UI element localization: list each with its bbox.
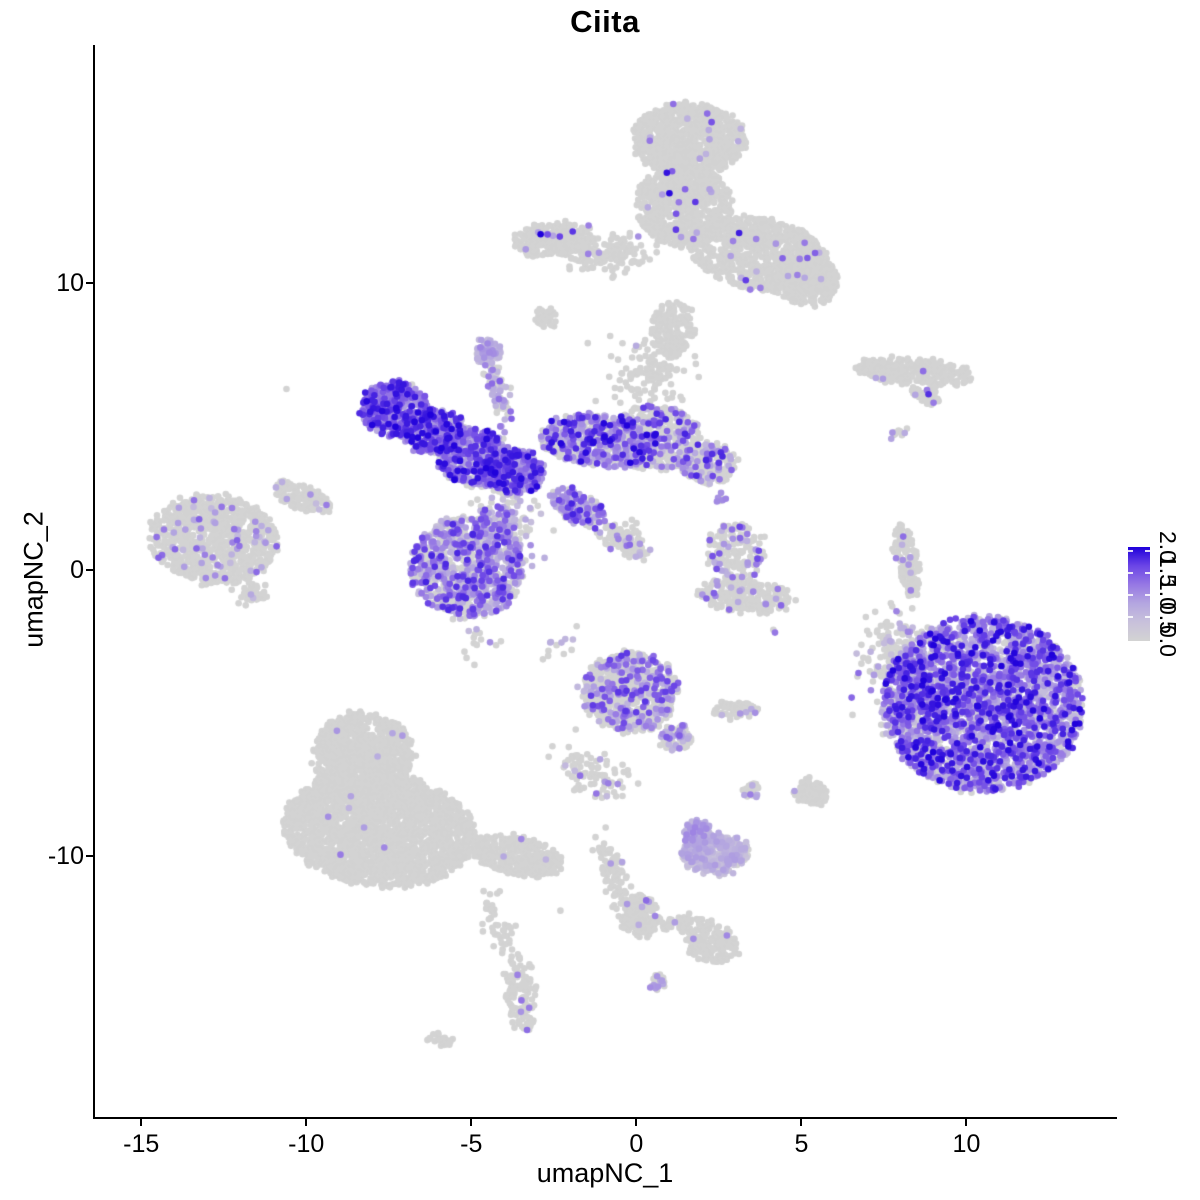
x-tick-mark: [635, 1117, 638, 1126]
expression-legend: 2.0 1.5 1.0 0.5 0.0: [1128, 531, 1198, 657]
x-tick-mark: [965, 1117, 968, 1126]
legend-bar-tick: [1145, 550, 1150, 552]
legend-bar-tick: [1145, 616, 1150, 618]
legend-bar-tick: [1128, 616, 1133, 618]
y-tick-label: 0: [70, 555, 84, 584]
legend-bar-tick: [1128, 572, 1133, 574]
legend-label: 0.0: [1155, 625, 1181, 657]
x-tick-label: -5: [460, 1130, 483, 1158]
x-axis-line: [93, 1117, 1117, 1119]
x-tick-label: 5: [794, 1130, 809, 1158]
legend-bar-tick: [1145, 572, 1150, 574]
legend-colorbar: [1128, 547, 1150, 641]
y-tick-mark: [86, 281, 95, 284]
legend-bar-tick: [1128, 550, 1133, 552]
x-tick-label: -10: [288, 1130, 325, 1158]
x-tick-label: 0: [629, 1130, 644, 1158]
y-tick-label: 10: [56, 268, 84, 297]
y-tick-label: -10: [47, 842, 84, 871]
x-tick-label: -15: [123, 1130, 160, 1158]
x-tick-mark: [800, 1117, 803, 1126]
x-tick-label: 10: [952, 1130, 981, 1158]
y-tick-mark: [86, 855, 95, 858]
plot-title: Ciita: [570, 4, 640, 39]
legend-bar-tick: [1145, 594, 1150, 596]
x-tick-mark: [470, 1117, 473, 1126]
legend-bar-tick: [1128, 594, 1133, 596]
y-axis-line: [93, 45, 95, 1119]
x-tick-mark: [305, 1117, 308, 1126]
y-tick-mark: [86, 568, 95, 571]
y-axis-title: umapNC_2: [18, 511, 49, 648]
x-axis-title: umapNC_1: [536, 1158, 674, 1188]
x-tick-mark: [140, 1117, 143, 1126]
